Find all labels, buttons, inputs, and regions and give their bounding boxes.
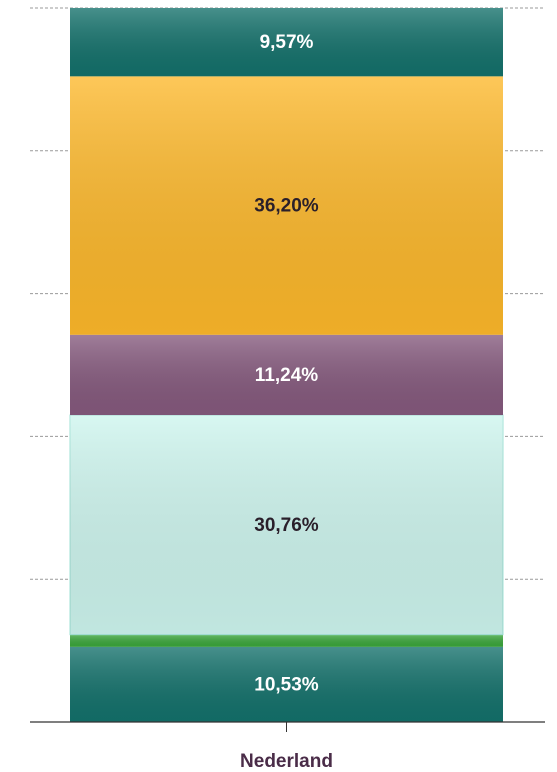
bar-shine [70, 415, 503, 635]
bar-shine [70, 8, 503, 77]
bar-shine [70, 634, 503, 647]
value-label: 30,76% [254, 515, 319, 536]
value-label: 10,53% [254, 674, 319, 695]
bar-shine [70, 76, 503, 335]
value-label: 9,57% [260, 32, 314, 53]
value-label: 11,24% [255, 365, 318, 386]
bar-shine [70, 334, 503, 416]
bar-shine [70, 646, 503, 722]
x-tick-label: Nederland [240, 751, 333, 772]
value-label: 36,20% [254, 196, 319, 217]
